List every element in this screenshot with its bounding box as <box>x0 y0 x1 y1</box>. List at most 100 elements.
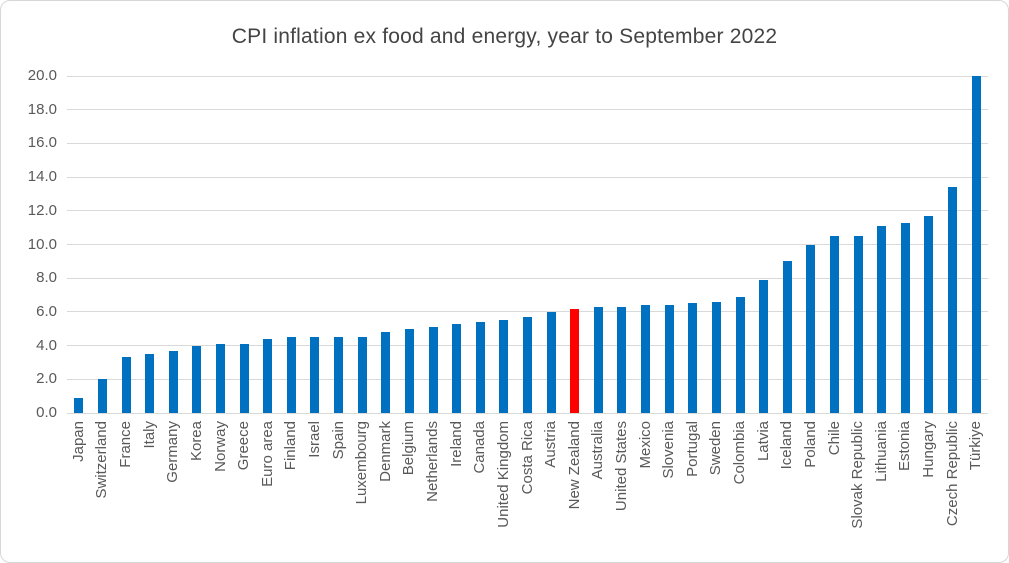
x-tick-label: Latvia <box>754 421 772 462</box>
gridline <box>67 412 988 414</box>
y-tick-label: 12.0 <box>27 201 57 219</box>
x-tick-label: New Zealand <box>565 421 583 510</box>
gridline <box>67 75 988 77</box>
x-tick-label: Lithuania <box>872 421 890 482</box>
x-tick-label: Slovak Republic <box>849 421 867 529</box>
x-tick-label: Switzerland <box>93 421 111 499</box>
x-tick-label: Slovenia <box>660 421 678 479</box>
y-tick-label: 14.0 <box>27 168 57 186</box>
bar <box>192 345 202 413</box>
bar <box>523 316 532 413</box>
gridline <box>67 210 988 212</box>
x-tick-label: Austria <box>542 421 560 468</box>
y-tick-label: 20.0 <box>27 67 57 84</box>
bar <box>381 332 391 413</box>
y-tick-label: 10.0 <box>27 235 57 253</box>
x-tick-label: Germany <box>164 421 182 483</box>
bar <box>428 327 438 413</box>
y-tick-label: 18.0 <box>27 100 57 118</box>
y-tick-label: 8.0 <box>36 269 57 287</box>
x-tick-label: Iceland <box>778 421 796 470</box>
bar <box>711 301 721 413</box>
x-tick-label: Sweden <box>707 421 725 476</box>
y-tick-label: 16.0 <box>27 134 57 152</box>
x-tick-label: Ireland <box>447 421 465 467</box>
bar <box>782 261 792 413</box>
bar <box>641 305 651 413</box>
x-tick-label: Türkiye <box>967 421 985 471</box>
x-tick-label: Belgium <box>400 421 418 476</box>
x-tick-label: Japan <box>69 421 87 462</box>
bar <box>216 343 225 413</box>
bar <box>900 222 910 413</box>
bar <box>971 76 981 413</box>
bar <box>145 354 155 413</box>
bar <box>759 279 769 413</box>
x-tick-label: Czech Republic <box>943 421 961 527</box>
bar <box>546 311 556 413</box>
x-tick-label: Euro area <box>258 421 276 487</box>
plot-area <box>67 75 988 414</box>
bar <box>830 236 839 413</box>
bar <box>452 323 462 413</box>
x-tick-label: Italy <box>140 421 158 449</box>
x-tick-label: Hungary <box>919 421 937 478</box>
bar <box>948 187 958 413</box>
x-tick-label: Israel <box>305 421 323 458</box>
bar <box>97 379 107 413</box>
y-tick-label: 6.0 <box>36 302 57 320</box>
bar-highlighted <box>570 308 580 413</box>
bar <box>404 328 414 413</box>
y-tick-label: 4.0 <box>36 336 57 354</box>
bar <box>121 357 131 413</box>
x-tick-label: France <box>117 421 135 468</box>
x-tick-label: Colombia <box>731 421 749 485</box>
bar <box>310 337 320 413</box>
x-tick-label: Canada <box>471 421 489 474</box>
bar <box>74 397 84 413</box>
gridline <box>67 176 988 178</box>
bar <box>617 306 627 413</box>
x-tick-label: United Kingdom <box>494 421 512 528</box>
x-tick-label: Costa Rica <box>518 421 536 495</box>
bar <box>286 337 296 413</box>
x-tick-label: Poland <box>801 421 819 468</box>
bar <box>168 350 178 413</box>
x-tick-label: Chile <box>825 421 843 456</box>
gridline <box>67 142 988 144</box>
chart-title: CPI inflation ex food and energy, year t… <box>231 25 778 48</box>
y-tick-label: 0.0 <box>36 404 57 421</box>
bar <box>263 338 273 413</box>
x-tick-label: Estonia <box>896 421 914 472</box>
bar <box>688 303 698 413</box>
bar <box>806 244 816 413</box>
bar <box>357 337 367 413</box>
bar <box>239 343 249 413</box>
x-tick-label: United States <box>612 421 630 512</box>
bar <box>877 225 887 413</box>
bar <box>593 306 603 413</box>
x-tick-label: Norway <box>211 421 229 472</box>
bar <box>853 236 863 413</box>
bar <box>735 296 745 413</box>
x-tick-label: Finland <box>282 421 300 471</box>
bar <box>334 337 344 413</box>
bar <box>664 305 674 413</box>
gridline <box>67 277 988 279</box>
x-tick-label: Greece <box>235 421 253 471</box>
gridline <box>67 109 988 111</box>
gridline <box>67 244 988 245</box>
x-tick-label: Portugal <box>683 421 701 477</box>
x-tick-label: Mexico <box>636 421 654 469</box>
bar <box>499 320 509 413</box>
bar <box>924 215 934 413</box>
x-tick-label: Denmark <box>376 421 394 482</box>
x-tick-label: Netherlands <box>424 421 442 502</box>
x-tick-label: Spain <box>329 421 347 460</box>
x-tick-label: Luxembourg <box>353 421 371 505</box>
x-tick-label: Australia <box>589 421 607 480</box>
x-tick-label: Korea <box>187 421 205 462</box>
gridline <box>67 311 988 313</box>
y-tick-label: 2.0 <box>36 370 57 388</box>
